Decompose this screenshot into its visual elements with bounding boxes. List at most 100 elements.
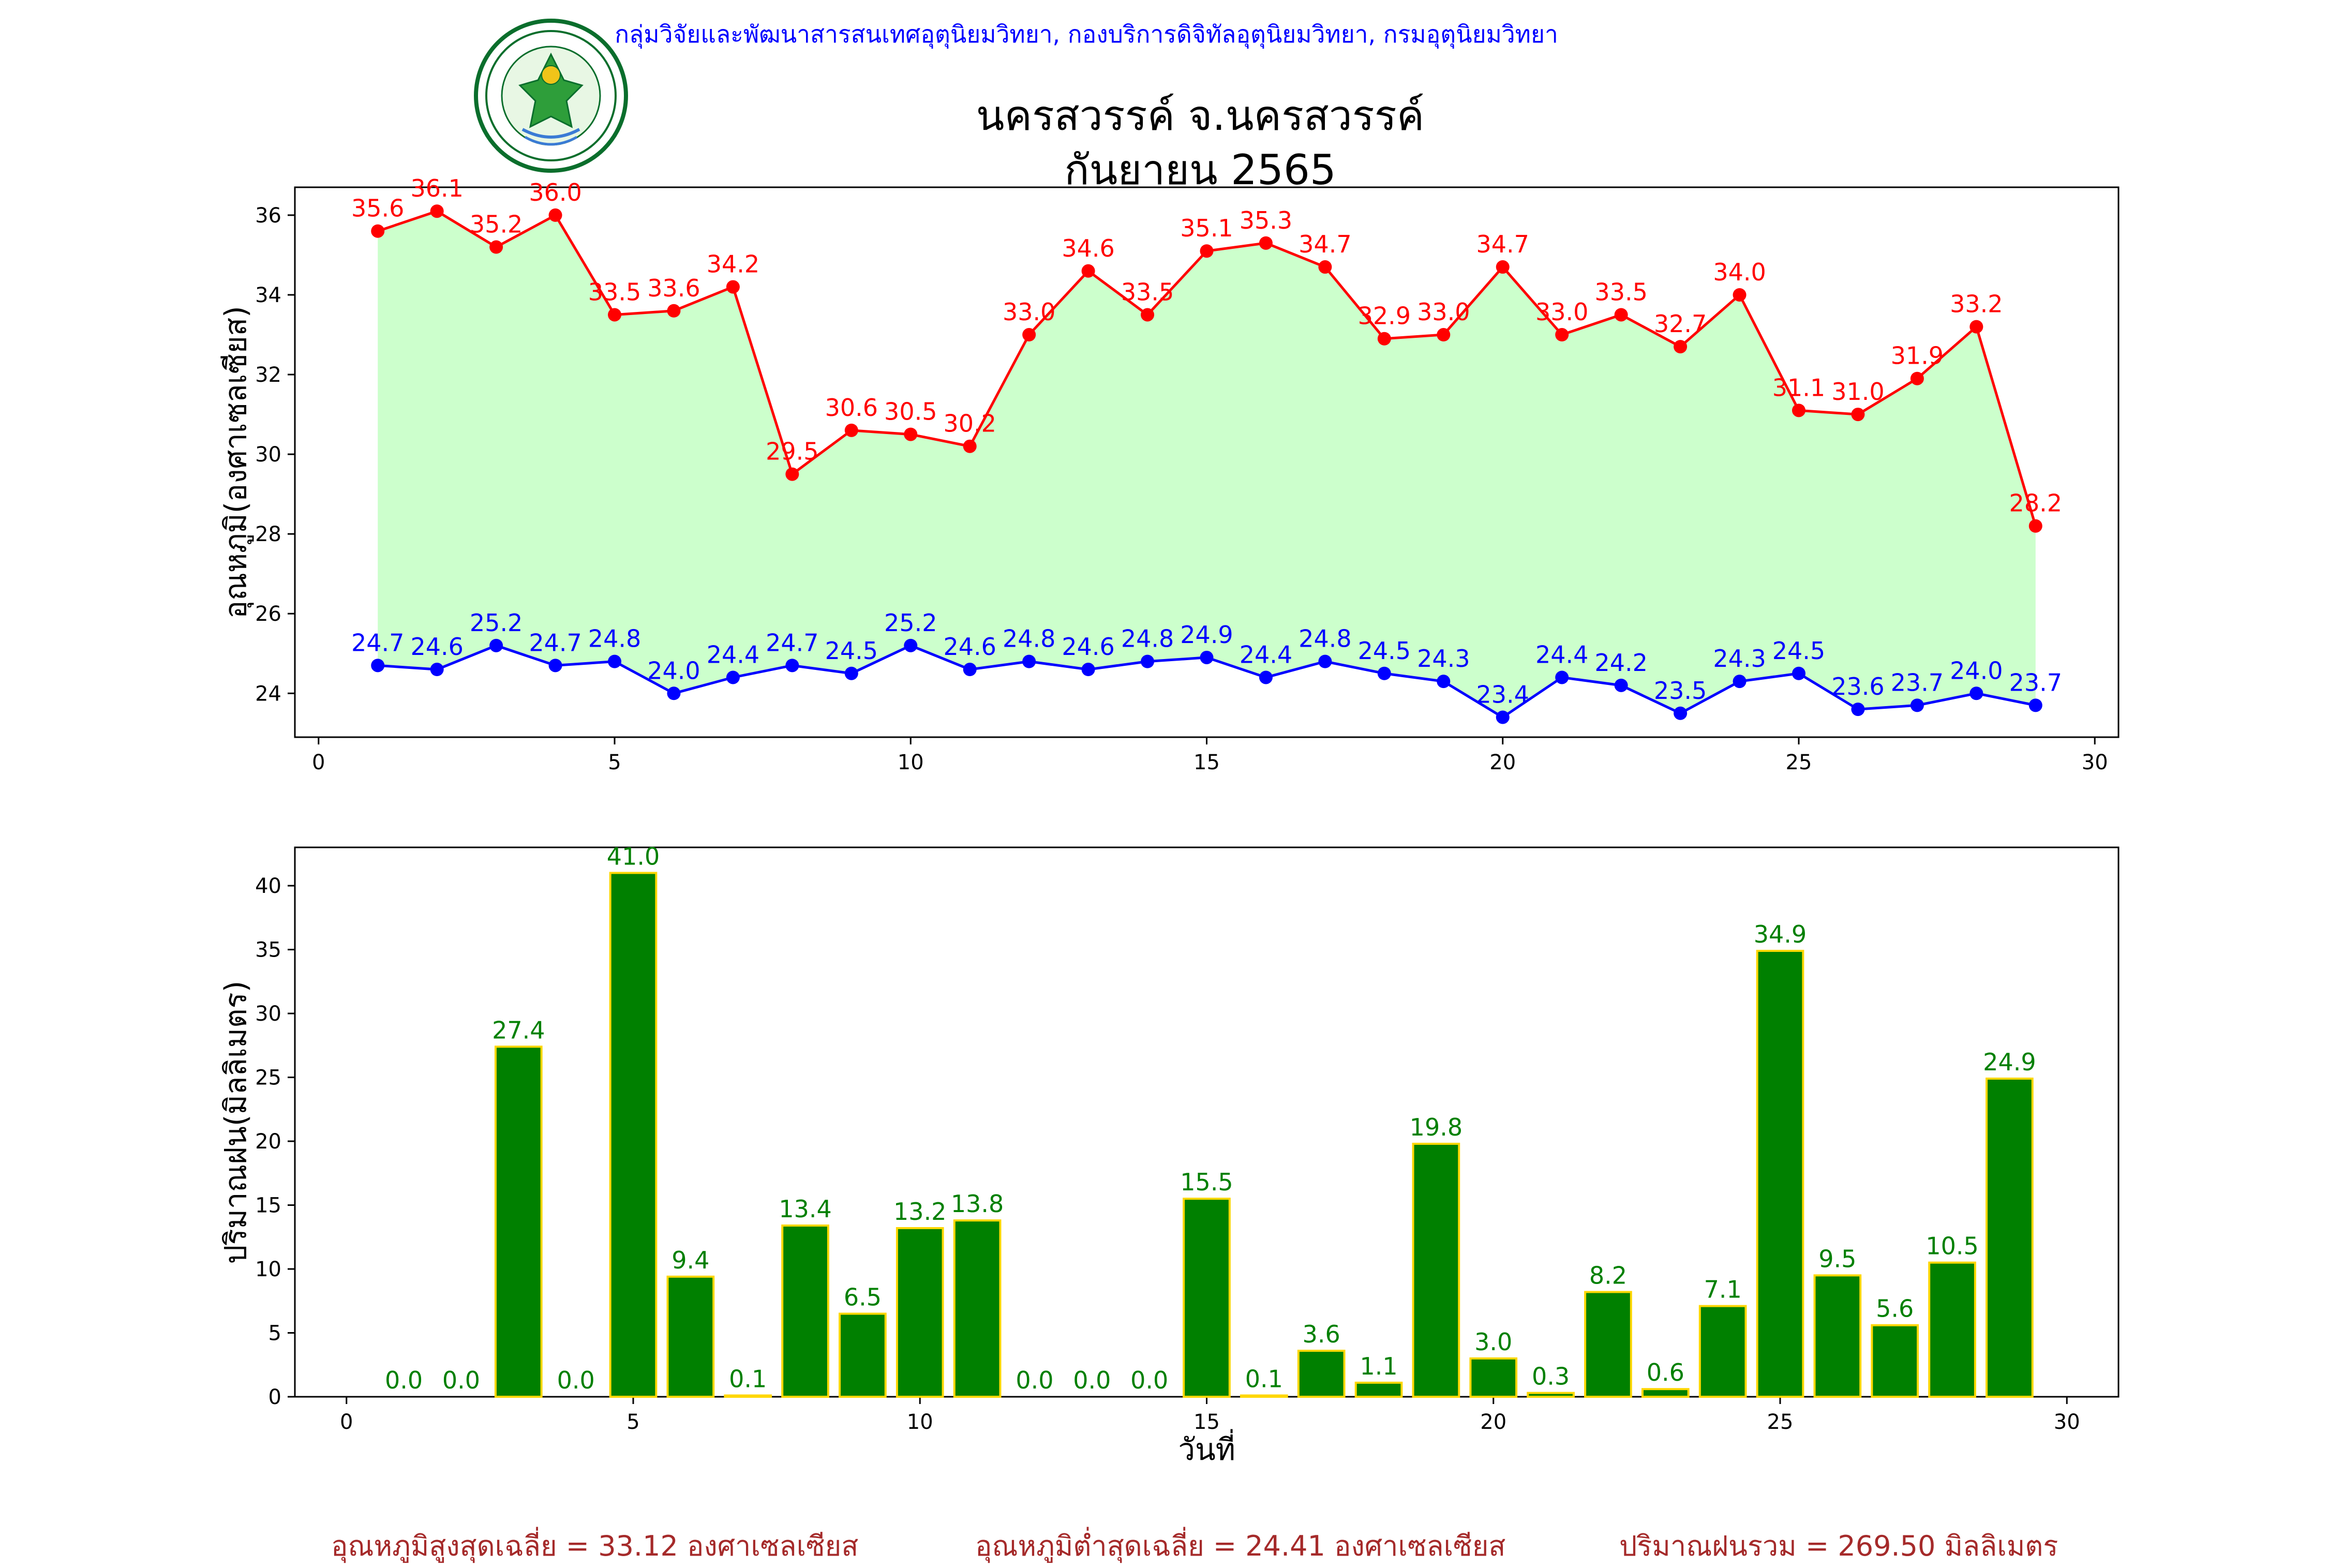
- min-temperature-point: [1377, 666, 1391, 680]
- x-tick-label: 20: [1489, 751, 1516, 774]
- y-tick-label: 34: [255, 283, 281, 307]
- max-temperature-point: [785, 467, 799, 481]
- max-temperature-point: [1674, 340, 1688, 354]
- max-temperature-label: 33.0: [1003, 298, 1055, 326]
- min-temperature-point: [1555, 670, 1569, 684]
- rainfall-bar: [1928, 1261, 1976, 1398]
- max-temperature-label: 31.0: [1831, 378, 1884, 406]
- y-tick-label: 32: [255, 363, 281, 387]
- max-temperature-point: [667, 304, 681, 318]
- x-tick-label: 5: [626, 1410, 639, 1434]
- x-tick-label: 30: [2082, 751, 2108, 774]
- rainfall-bar-label: 9.5: [1818, 1245, 1856, 1273]
- rainfall-bar-label: 10.5: [1926, 1232, 1978, 1260]
- max-temperature-point: [1969, 320, 1983, 334]
- max-temperature-label: 28.2: [2009, 489, 2062, 517]
- rainfall-bar-label: 1.1: [1360, 1352, 1397, 1380]
- rainfall-bar-label: 0.1: [729, 1365, 767, 1393]
- rainfall-bar: [1240, 1394, 1288, 1398]
- min-temperature-point: [1674, 706, 1688, 720]
- min-temperature-point: [1792, 666, 1805, 680]
- min-temperature-label: 24.0: [647, 656, 700, 684]
- rainfall-bar-label: 34.9: [1754, 920, 1807, 948]
- y-tick-label: 20: [255, 1130, 281, 1154]
- x-tick-label: 25: [1786, 751, 1812, 774]
- rainfall-chart: 0 5 10 15 20 25 30 0 5 10 15 20 25 30 35 40 0.0 0.0 27.4 0.…: [255, 842, 2120, 1434]
- rainfall-bar: [1756, 950, 1804, 1398]
- min-temperature-label: 24.5: [1772, 637, 1825, 665]
- y-tick-label: 30: [255, 1002, 281, 1026]
- temperature-range-fill: [378, 211, 2036, 718]
- rainfall-bar-label: 0.0: [1073, 1366, 1111, 1394]
- y-tick-label: 24: [255, 682, 281, 706]
- max-temperature-point: [1022, 328, 1036, 342]
- max-temperature-label: 34.0: [1713, 258, 1766, 286]
- max-temperature-point: [489, 240, 503, 254]
- max-temperature-label: 31.9: [1891, 342, 1944, 370]
- meteorological-department-logo: [474, 19, 628, 173]
- y-tick-label: 28: [255, 522, 281, 546]
- rainfall-bar-label: 0.0: [1130, 1366, 1168, 1394]
- y-tick-label: 36: [255, 204, 281, 228]
- min-temperature-label: 24.4: [707, 640, 759, 668]
- min-temperature-point: [608, 654, 622, 668]
- x-tick-label: 0: [340, 1410, 353, 1434]
- min-temperature-label: 23.4: [1476, 680, 1529, 708]
- y-tick-label: 35: [255, 938, 281, 962]
- max-temperature-point: [1496, 260, 1510, 274]
- min-temperature-label: 24.3: [1713, 645, 1766, 673]
- min-temperature-point: [785, 659, 799, 673]
- x-tick-label: 15: [1193, 751, 1220, 774]
- max-temperature-label: 33.5: [1594, 278, 1647, 306]
- min-temperature-point: [1200, 650, 1214, 664]
- max-temperature-point: [608, 308, 622, 322]
- min-temperature-point: [1851, 703, 1865, 716]
- max-temperature-label: 33.2: [1950, 290, 2003, 318]
- min-temperature-point: [1614, 678, 1628, 692]
- max-temperature-point: [548, 208, 562, 222]
- max-temperature-label: 33.5: [1121, 278, 1174, 306]
- max-temperature-point: [844, 423, 858, 437]
- max-temperature-point: [1555, 328, 1569, 342]
- summary-avg-max-temp: อุณหภูมิสูงสุดเฉลี่ย = 33.12 องศาเซลเซีย…: [331, 1530, 859, 1562]
- rainfall-bar: [1527, 1392, 1575, 1398]
- max-temperature-point: [1437, 328, 1451, 342]
- min-temperature-label: 24.0: [1950, 656, 2003, 684]
- x-tick-label: 25: [1767, 1410, 1794, 1434]
- rainfall-bar: [781, 1224, 829, 1398]
- min-temperature-point: [1141, 654, 1155, 668]
- max-temperature-label: 33.0: [1417, 298, 1470, 326]
- x-tick-label: 10: [907, 1410, 933, 1434]
- rainfall-bar-label: 41.0: [607, 842, 660, 870]
- rainfall-bar-label: 0.0: [385, 1366, 423, 1394]
- max-temperature-label: 31.1: [1772, 374, 1825, 401]
- min-temperature-label: 23.7: [1891, 668, 1944, 696]
- max-temperature-label: 36.0: [529, 178, 581, 206]
- max-temperature-point: [1910, 371, 1924, 385]
- rainfall-x-axis-label: วันที่: [1178, 1432, 1235, 1467]
- rainfall-bar: [666, 1275, 715, 1398]
- max-temperature-label: 34.2: [707, 250, 759, 278]
- rainfall-bar: [1584, 1291, 1632, 1398]
- max-temperature-label: 35.3: [1240, 206, 1292, 234]
- max-temperature-label: 35.2: [470, 211, 523, 238]
- min-temperature-point: [1969, 686, 1983, 700]
- max-temperature-point: [726, 280, 740, 294]
- min-temperature-label: 24.7: [351, 629, 404, 656]
- rainfall-bar: [1871, 1324, 1919, 1398]
- rainfall-bar-label: 5.6: [1876, 1295, 1914, 1323]
- min-temperature-label: 23.7: [2009, 668, 2062, 696]
- temperature-y-axis-label: อุณหภูมิ(องศาเซลเซียส): [218, 306, 253, 619]
- min-temperature-label: 24.6: [410, 633, 463, 661]
- rainfall-bar-label: 3.0: [1474, 1328, 1512, 1356]
- max-temperature-point: [1200, 244, 1214, 258]
- max-temperature-point: [2028, 519, 2042, 533]
- x-tick-label: 15: [1193, 1410, 1220, 1434]
- max-temperature-point: [1733, 288, 1747, 302]
- max-temperature-point: [1851, 408, 1865, 422]
- min-temperature-point: [548, 659, 562, 673]
- min-temperature-point: [1733, 675, 1747, 689]
- rainfall-bar-label: 13.8: [951, 1190, 1004, 1218]
- rainfall-bar: [1641, 1388, 1690, 1398]
